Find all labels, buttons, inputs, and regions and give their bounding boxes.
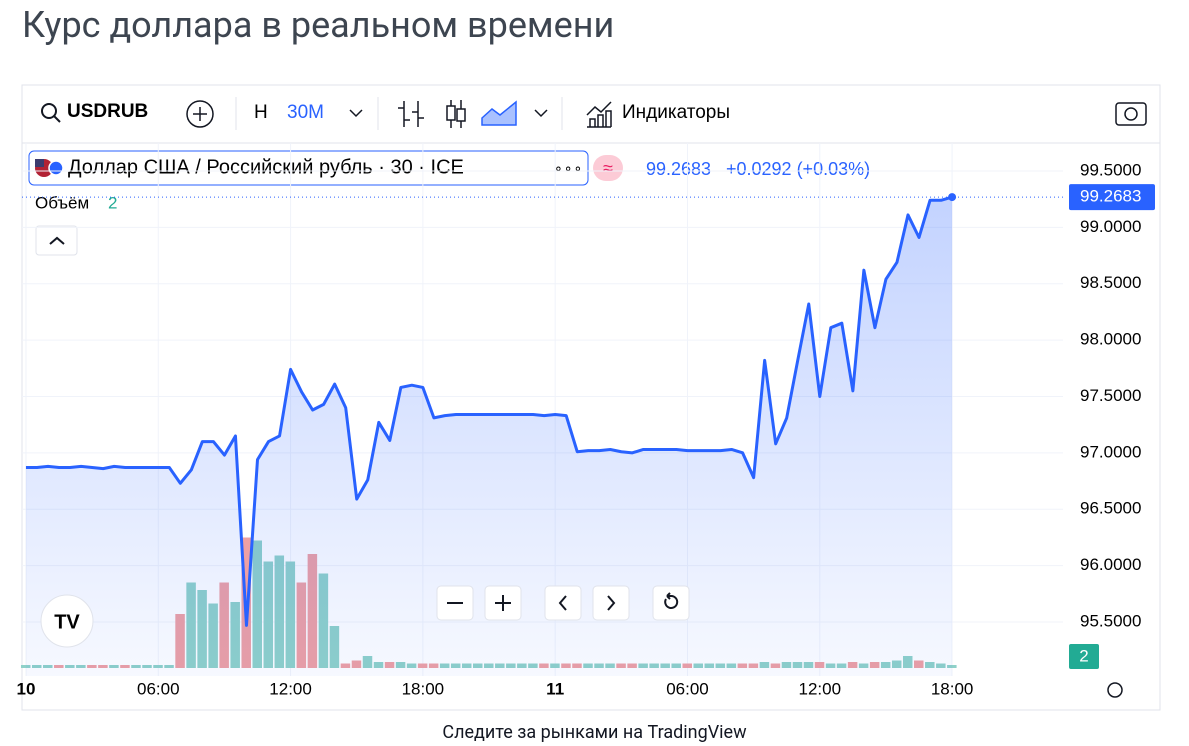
indicators-button[interactable]: Индикаторы xyxy=(622,102,730,123)
last-point xyxy=(948,193,957,202)
search-icon[interactable] xyxy=(41,103,57,119)
toolbar: USDRUB Н 30М Индикаторы xyxy=(41,97,1147,130)
y-tick-label: 97.5000 xyxy=(1080,386,1141,405)
legend-change: +0.0292 (+0.03%) xyxy=(726,159,870,179)
style-dropdown[interactable] xyxy=(534,109,548,118)
y-tick-label: 99.0000 xyxy=(1080,217,1141,236)
screenshot-button[interactable] xyxy=(1115,102,1147,126)
area-icon[interactable] xyxy=(481,100,517,126)
reset-icon xyxy=(664,592,679,609)
flag-icon-canton xyxy=(35,159,44,167)
legend-more[interactable]: ∘∘∘ xyxy=(554,160,583,176)
volume-bar xyxy=(20,665,31,668)
scroll-right-icon xyxy=(607,595,616,611)
collapse-button[interactable] xyxy=(35,225,78,256)
legend-box[interactable] xyxy=(28,150,589,186)
interval-dropdown[interactable] xyxy=(349,109,363,118)
symbol[interactable]: USDRUB xyxy=(67,101,148,122)
scroll-right[interactable] xyxy=(592,585,630,621)
interval[interactable]: 30М xyxy=(287,102,324,123)
x-tick-label: 06:00 xyxy=(666,679,709,698)
compare-plus xyxy=(193,107,207,121)
y-tick-label: 98.0000 xyxy=(1080,330,1141,349)
last-price-label: 99.2683 xyxy=(1080,187,1141,206)
x-tick-label: 18:00 xyxy=(402,679,445,698)
legend-badge[interactable] xyxy=(593,155,623,181)
bars-icon[interactable] xyxy=(398,101,424,127)
price-line xyxy=(25,195,953,627)
y-tick-label: 99.5000 xyxy=(1080,160,1141,179)
reset-chart[interactable] xyxy=(652,585,690,621)
x-tick-label: 10 xyxy=(17,679,36,698)
y-tick-label: 98.5000 xyxy=(1080,273,1141,292)
volume-label: Объём xyxy=(35,193,89,212)
legend-last: 99.2683 xyxy=(646,159,711,179)
legend-badge-icon: ≈ xyxy=(603,158,613,178)
y-tick-label: 96.5000 xyxy=(1080,499,1141,518)
flag-icon-rub xyxy=(48,160,64,176)
candles-icon xyxy=(456,108,466,122)
last-volume-tag xyxy=(1069,644,1099,669)
page-title: Курс доллара в реальном времени xyxy=(22,4,615,46)
indicators-icon[interactable] xyxy=(586,101,612,128)
volume-last: 2 xyxy=(108,193,117,212)
footer: Следите за рынками на TradingView xyxy=(442,722,747,743)
legend-description: Доллар США / Российский рубль · 30 · ICE xyxy=(68,156,464,178)
y-tick-label: 96.0000 xyxy=(1080,555,1141,574)
scroll-left[interactable] xyxy=(544,585,582,621)
y-tick-label: 97.0000 xyxy=(1080,442,1141,461)
candles-icon[interactable] xyxy=(446,105,456,121)
chart-style[interactable]: Н xyxy=(254,102,268,123)
search-icon-handle xyxy=(53,115,61,123)
camera-lens xyxy=(1124,107,1138,121)
zoom-in-icon xyxy=(495,595,511,611)
tradingview-logo[interactable] xyxy=(40,594,94,648)
area xyxy=(25,197,953,676)
compare-button[interactable] xyxy=(186,100,214,128)
tradingview-logo-mark: TV xyxy=(54,611,80,633)
collapse-icon xyxy=(49,236,65,245)
x-tick-label: 12:00 xyxy=(269,679,312,698)
x-tick-label: 18:00 xyxy=(931,679,974,698)
x-tick-label: 12:00 xyxy=(799,679,842,698)
settings-button[interactable] xyxy=(1107,682,1123,698)
y-tick-label: 95.5000 xyxy=(1080,611,1141,630)
last-volume-label: 2 xyxy=(1079,646,1088,665)
plot: 95.5000 96.0000 96.5000 97.0000 97.5000 98.00… xyxy=(17,143,1155,698)
x-tick-label: 06:00 xyxy=(137,679,180,698)
x-tick-label: 11 xyxy=(546,679,564,698)
scroll-left-icon xyxy=(558,595,567,611)
zoom-controls xyxy=(436,585,690,621)
last-price-tag xyxy=(1069,184,1155,211)
